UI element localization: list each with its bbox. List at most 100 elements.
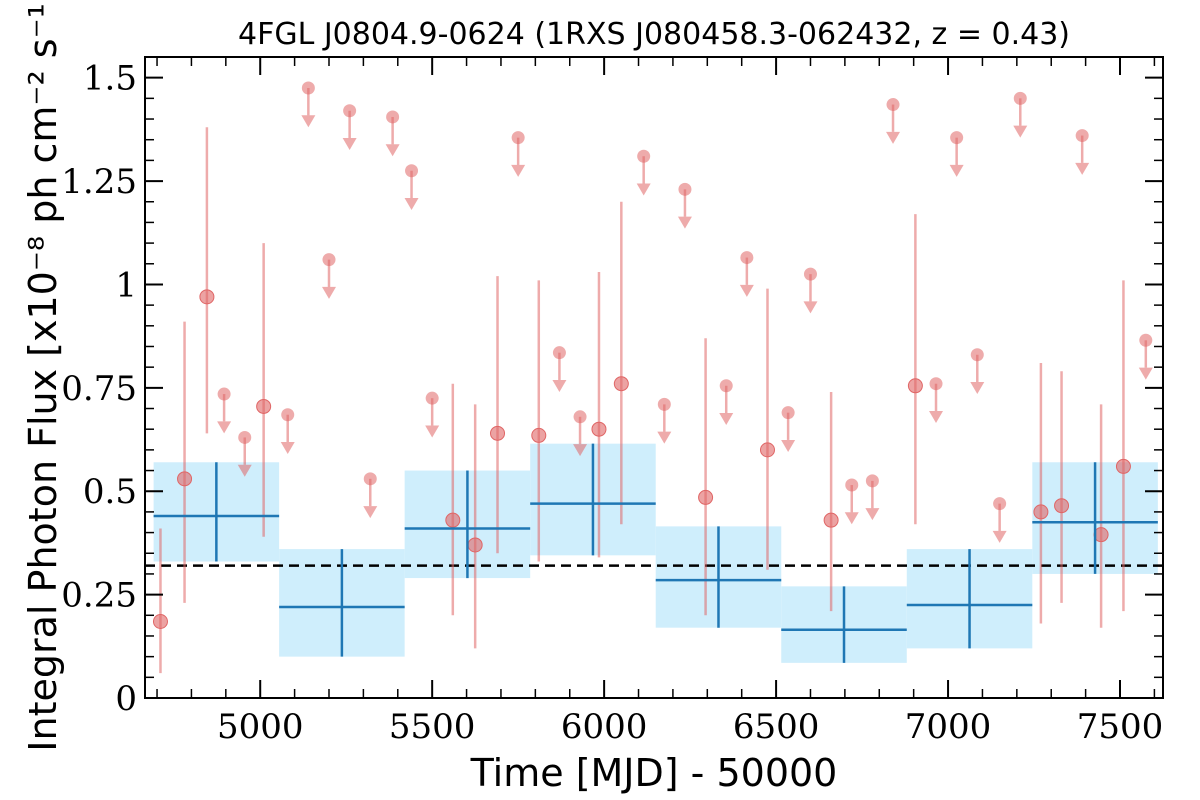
detection-marker (152, 613, 168, 629)
upper-limit-point (322, 253, 336, 267)
y-axis-label: Integral Photon Flux [x10⁻⁸ ph cm⁻² s⁻¹] (21, 0, 65, 752)
x-tick-label: 5000 (217, 707, 304, 747)
upper-limit-point (405, 164, 419, 178)
upper-limit-point (573, 410, 587, 424)
detection-point (1033, 363, 1049, 624)
upper-limit-marker (844, 478, 859, 525)
upper-limit-arrowhead (217, 421, 232, 434)
detection-point (591, 272, 607, 558)
upper-limit-marker (636, 149, 651, 196)
upper-limit-point (552, 346, 566, 360)
upper-limit-marker (363, 472, 378, 519)
upper-limit-arrowhead (886, 131, 901, 144)
upper-limit-marker (1013, 91, 1028, 138)
upper-limit-marker (217, 387, 232, 434)
upper-limit-marker (511, 131, 526, 177)
upper-limit-arrowhead (280, 442, 295, 455)
yearly-bin-point (404, 470, 531, 579)
upper-limit-arrowhead (301, 115, 316, 128)
upper-limit-marker (301, 81, 316, 128)
detection-point (152, 528, 168, 674)
upper-limit-point (886, 98, 900, 112)
upper-limit-arrowhead (342, 138, 357, 151)
yearly-bin-point (781, 586, 907, 663)
y-tick-label: 0 (115, 679, 137, 719)
upper-limit-marker (677, 182, 692, 229)
plot-area: 0 0.25 0.5 0.75 1 1.25 1.5 5000 5500 6000 6500 7000… (61, 56, 1164, 747)
detection-marker (177, 471, 193, 487)
detection-marker (1054, 498, 1070, 514)
upper-limit-marker (781, 406, 796, 452)
upper-limit-arrowhead (992, 530, 1007, 543)
x-tick-label: 7000 (905, 707, 992, 747)
upper-limit-arrowhead (929, 410, 944, 423)
upper-limit-marker (739, 251, 754, 297)
detection-marker (467, 537, 483, 553)
upper-limit-point (343, 104, 357, 118)
y-tick-label: 0.5 (83, 472, 137, 512)
upper-limit-arrowhead (949, 164, 964, 177)
upper-limit-arrowhead (739, 284, 754, 297)
y-tick-label: 1.25 (61, 162, 137, 202)
detection-marker (823, 512, 839, 528)
upper-limit-arrowhead (573, 444, 588, 457)
upper-limit-point (511, 131, 525, 145)
detection-marker (698, 489, 714, 505)
plot-frame (144, 56, 1164, 699)
upper-limit-arrowhead (636, 183, 651, 196)
detection-point (1093, 404, 1109, 628)
upper-limit-point (740, 251, 754, 265)
detection-point (445, 383, 461, 616)
upper-limit-marker (404, 164, 419, 211)
upper-limit-point (363, 472, 377, 486)
upper-limit-arrowhead (552, 379, 567, 392)
detection-point (199, 127, 215, 434)
x-tick-label: 6000 (561, 707, 648, 747)
detection-marker (907, 378, 923, 394)
upper-limit-point (970, 348, 984, 362)
upper-limit-arrowhead (970, 382, 985, 395)
detection-marker (759, 442, 775, 458)
upper-limit-point (865, 474, 879, 488)
yearly-bin-point (906, 549, 1033, 649)
detection-marker (591, 421, 607, 437)
upper-limit-point (637, 149, 651, 163)
upper-limit-point (1013, 91, 1027, 105)
upper-limit-marker (425, 391, 440, 438)
upper-limit-marker (929, 377, 944, 423)
upper-limit-marker (657, 397, 672, 444)
upper-limit-arrowhead (657, 431, 672, 444)
upper-limit-point (238, 430, 252, 444)
upper-limit-marker (552, 346, 567, 392)
detection-point (907, 214, 923, 525)
detection-marker (1115, 458, 1131, 474)
upper-limit-arrowhead (363, 506, 378, 519)
x-axis-label: Time [MJD] - 50000 (470, 751, 838, 795)
upper-limit-marker (237, 430, 252, 477)
upper-limit-arrowhead (677, 216, 692, 229)
upper-limit-arrowhead (237, 464, 252, 477)
chart-title: 4FGL J0804.9-0624 (1RXS J080458.3-062432… (238, 17, 1070, 52)
upper-limit-marker (280, 408, 295, 455)
upper-limit-arrowhead (404, 198, 419, 211)
upper-limit-point (950, 131, 964, 145)
upper-limit-arrowhead (719, 413, 734, 426)
detection-point (490, 276, 506, 554)
yearly-bin-point (153, 462, 280, 562)
upper-limit-marker (573, 410, 588, 457)
upper-limit-arrowhead (1013, 125, 1028, 138)
upper-limit-marker (719, 379, 734, 426)
upper-limit-marker (970, 348, 985, 395)
upper-limit-arrowhead (321, 286, 336, 299)
upper-limit-marker (886, 98, 901, 144)
upper-limit-point (803, 267, 817, 281)
upper-limit-point (1075, 129, 1089, 143)
detection-point (531, 280, 547, 562)
detection-point (467, 404, 483, 649)
upper-limit-arrowhead (844, 512, 859, 525)
upper-limit-arrowhead (425, 425, 440, 438)
detection-point (256, 243, 272, 537)
yearly-bin-point (1032, 462, 1158, 574)
y-tick-label: 1 (115, 265, 137, 305)
detection-point (613, 201, 629, 525)
